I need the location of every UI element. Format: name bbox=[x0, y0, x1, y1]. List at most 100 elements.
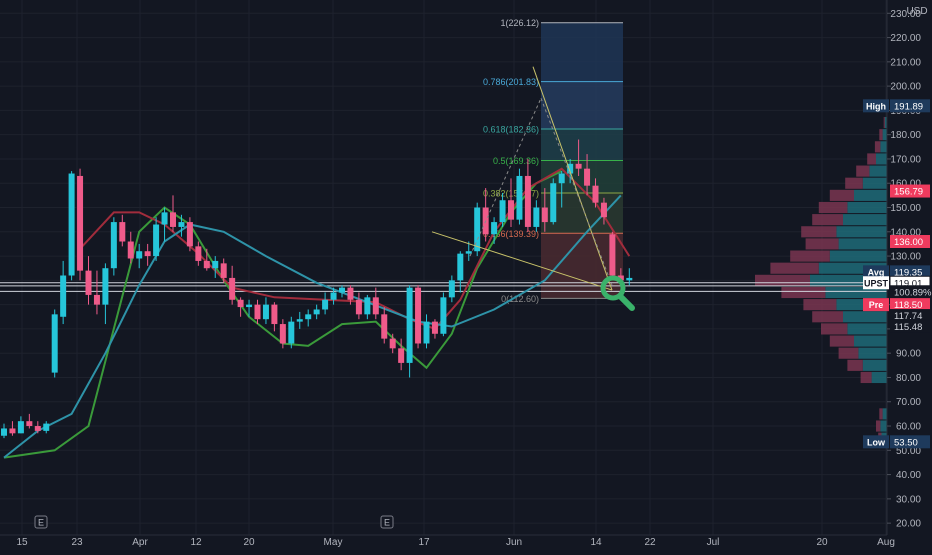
candle-body bbox=[533, 207, 540, 227]
y-tick-label: 200.00 bbox=[890, 82, 921, 93]
fib-zone bbox=[541, 233, 623, 299]
candle-body bbox=[136, 251, 143, 259]
candle bbox=[347, 285, 354, 305]
candle bbox=[600, 197, 607, 225]
candle-body bbox=[457, 253, 464, 281]
candle-body bbox=[600, 202, 607, 218]
volume-bar-up bbox=[882, 408, 887, 420]
candle bbox=[288, 316, 295, 349]
candle bbox=[43, 421, 50, 434]
volume-bar-down bbox=[860, 371, 872, 384]
candle-body bbox=[541, 207, 548, 223]
volume-bar-up bbox=[810, 274, 887, 286]
y-tick-label: 170.00 bbox=[890, 154, 921, 165]
price-label-value: 156.79 bbox=[894, 187, 923, 198]
candle-body bbox=[9, 428, 16, 434]
candle bbox=[389, 333, 396, 354]
volume-bar-down bbox=[876, 420, 881, 432]
price-label-value: 100.89% bbox=[894, 287, 932, 298]
candle-body bbox=[617, 275, 624, 281]
x-tick-label: Jul bbox=[707, 537, 720, 548]
candle-body bbox=[491, 222, 498, 235]
candle bbox=[406, 285, 413, 378]
volume-bar-up bbox=[858, 347, 887, 359]
candle bbox=[330, 287, 337, 305]
price-label: 117.74 bbox=[890, 309, 930, 323]
x-tick-label: Jun bbox=[506, 537, 522, 548]
candle bbox=[499, 192, 506, 227]
volume-bar-up bbox=[869, 165, 887, 177]
candle bbox=[77, 168, 84, 281]
earnings-event-marker[interactable]: E bbox=[380, 515, 394, 529]
candle-body bbox=[313, 309, 320, 315]
fib-level-label: 0.618(182.36) bbox=[483, 124, 539, 134]
price-label-value-bg bbox=[890, 309, 930, 323]
candle bbox=[423, 314, 430, 349]
candle bbox=[34, 421, 41, 434]
candle-body bbox=[609, 234, 616, 276]
candle bbox=[541, 188, 548, 232]
y-tick-label: 20.00 bbox=[896, 519, 921, 530]
x-tick-label: Apr bbox=[132, 537, 148, 548]
candle bbox=[119, 214, 126, 247]
candle bbox=[431, 319, 438, 339]
price-label: 136.00 bbox=[890, 235, 930, 249]
y-tick-label: 230.00 bbox=[890, 9, 921, 20]
candle bbox=[110, 217, 117, 276]
volume-bar-down bbox=[812, 311, 843, 323]
price-label-value-bg bbox=[890, 99, 930, 113]
candle bbox=[465, 241, 472, 261]
earnings-event-marker[interactable]: E bbox=[34, 515, 48, 529]
candle-body bbox=[93, 294, 100, 305]
candle-body bbox=[550, 183, 557, 223]
y-tick-label: 70.00 bbox=[896, 397, 921, 408]
volume-profile bbox=[755, 116, 887, 444]
volume-bar-up bbox=[843, 311, 887, 323]
candle bbox=[516, 168, 523, 225]
trend-lines bbox=[431, 66, 613, 291]
candle-body bbox=[203, 260, 210, 269]
volume-bar-down bbox=[770, 262, 819, 274]
y-tick-label: 180.00 bbox=[890, 130, 921, 141]
candle-body bbox=[51, 314, 58, 373]
candle bbox=[102, 263, 109, 325]
volume-bar-up bbox=[882, 129, 887, 141]
candle-body bbox=[161, 212, 168, 225]
candle-body bbox=[322, 299, 329, 310]
candle-body bbox=[102, 268, 109, 305]
candle-body bbox=[153, 224, 160, 257]
candle bbox=[584, 154, 591, 196]
candle bbox=[508, 178, 514, 227]
candle-body bbox=[626, 277, 633, 281]
candle bbox=[262, 297, 269, 325]
x-tick-label: 20 bbox=[816, 537, 828, 548]
price-label-name: High bbox=[866, 101, 886, 111]
volume-bar-up bbox=[876, 153, 887, 165]
volume-bar-down bbox=[879, 129, 883, 141]
zoom-icon[interactable] bbox=[600, 275, 635, 311]
candle bbox=[203, 248, 210, 271]
y-tick-label: 150.00 bbox=[890, 203, 921, 214]
price-label-name: UPST bbox=[864, 278, 889, 288]
y-tick-label: 90.00 bbox=[896, 349, 921, 360]
candle-body bbox=[60, 275, 67, 317]
candle-body bbox=[110, 222, 117, 269]
candle-body bbox=[279, 324, 286, 344]
candle-body bbox=[127, 241, 134, 259]
candle-body bbox=[195, 246, 202, 261]
y-tick-label: 210.00 bbox=[890, 57, 921, 68]
candle-body bbox=[254, 304, 261, 320]
candle bbox=[305, 309, 312, 327]
candle-body bbox=[220, 263, 227, 278]
candle-body bbox=[237, 299, 244, 308]
candle bbox=[161, 207, 168, 242]
candle-body bbox=[516, 175, 523, 220]
candle bbox=[592, 178, 599, 208]
candle bbox=[457, 251, 464, 293]
volume-bar-up bbox=[829, 250, 887, 262]
event-marker-box bbox=[380, 515, 394, 529]
trend-line bbox=[431, 231, 613, 291]
x-tick-label: 22 bbox=[644, 537, 656, 548]
